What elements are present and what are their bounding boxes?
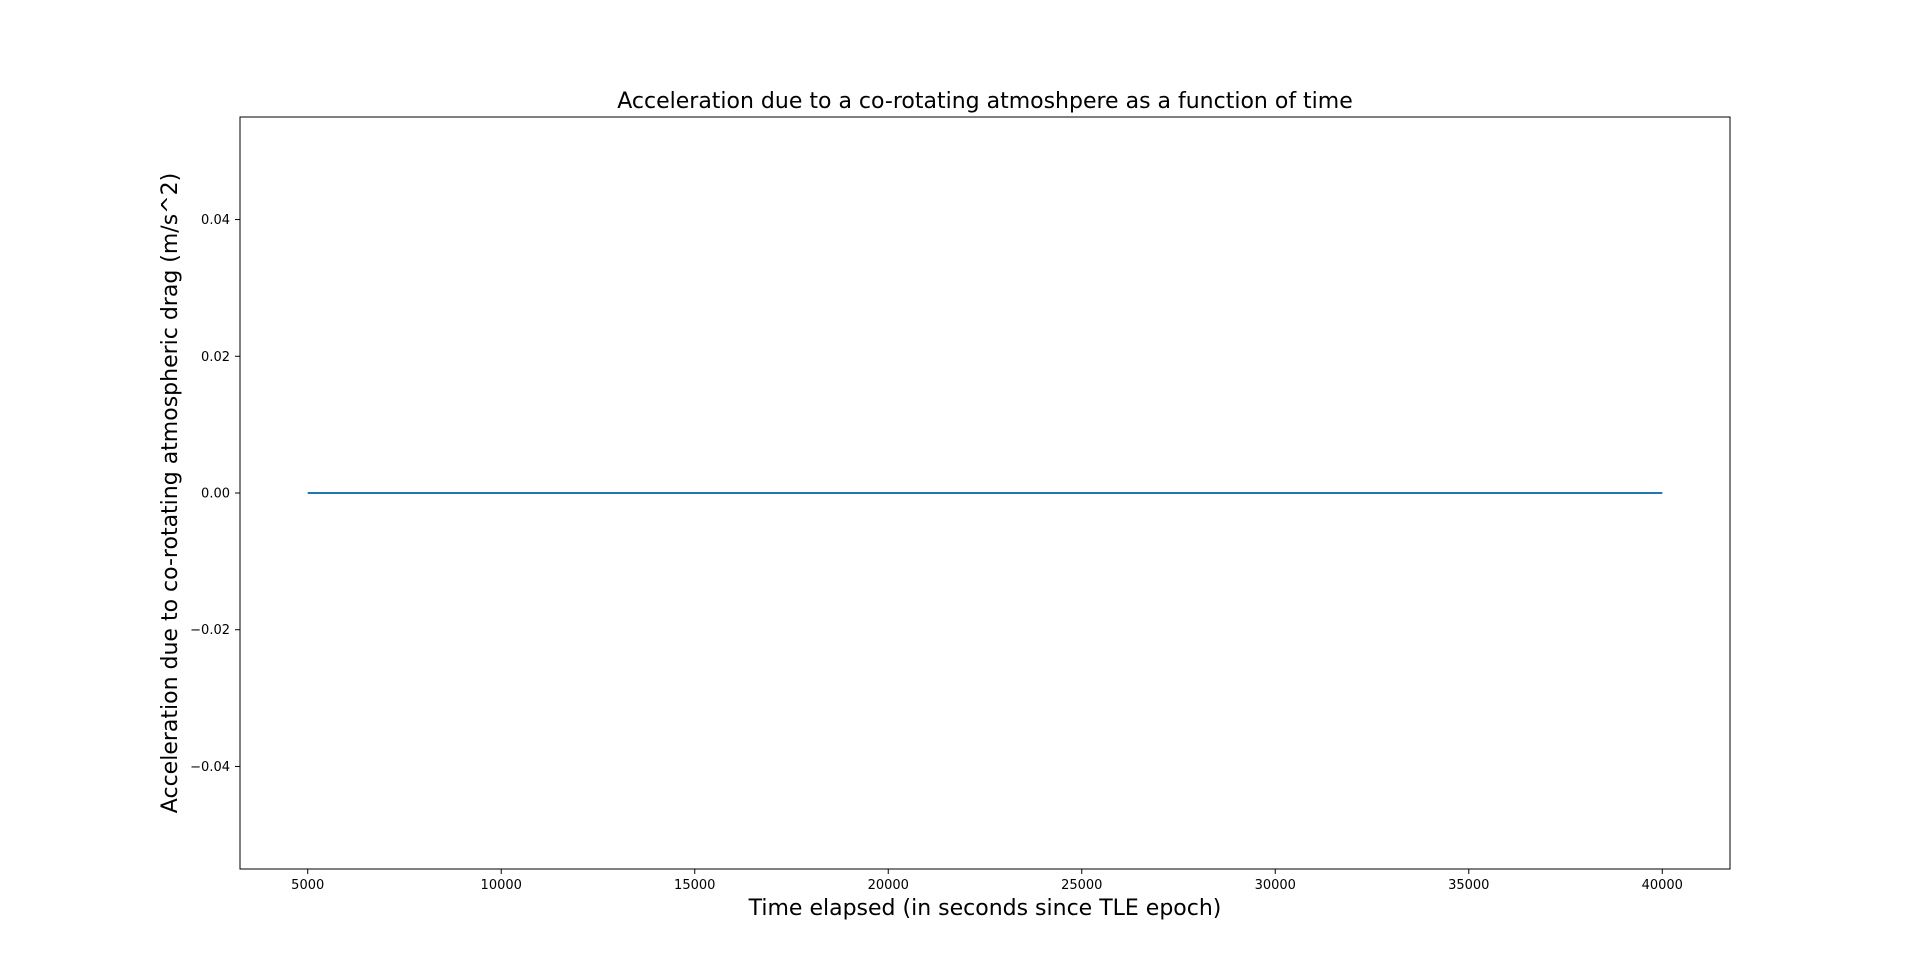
x-tick-label: 25000	[1061, 878, 1102, 893]
y-tick-label: −0.02	[190, 623, 230, 638]
x-axis-ticks: 5000 10000 15000 20000 25000 30000 35000 40000	[291, 869, 1683, 893]
chart-title: Acceleration due to a co-rotating atmosh…	[617, 89, 1353, 114]
y-axis-ticks: −0.04 −0.02 0.00 0.02 0.04	[190, 213, 240, 775]
x-tick-label: 40000	[1642, 878, 1683, 893]
y-axis-label: Acceleration due to co-rotating atmosphe…	[158, 173, 183, 813]
x-tick-label: 5000	[291, 878, 324, 893]
x-tick-label: 15000	[674, 878, 715, 893]
x-tick-label: 30000	[1255, 878, 1296, 893]
y-tick-label: 0.02	[201, 350, 230, 365]
x-tick-label: 20000	[868, 878, 909, 893]
x-tick-label: 35000	[1448, 878, 1489, 893]
x-axis-label: Time elapsed (in seconds since TLE epoch…	[748, 896, 1222, 921]
y-tick-label: 0.04	[201, 213, 230, 228]
x-tick-label: 10000	[481, 878, 522, 893]
y-tick-label: −0.04	[190, 760, 230, 775]
y-tick-label: 0.00	[201, 487, 230, 502]
